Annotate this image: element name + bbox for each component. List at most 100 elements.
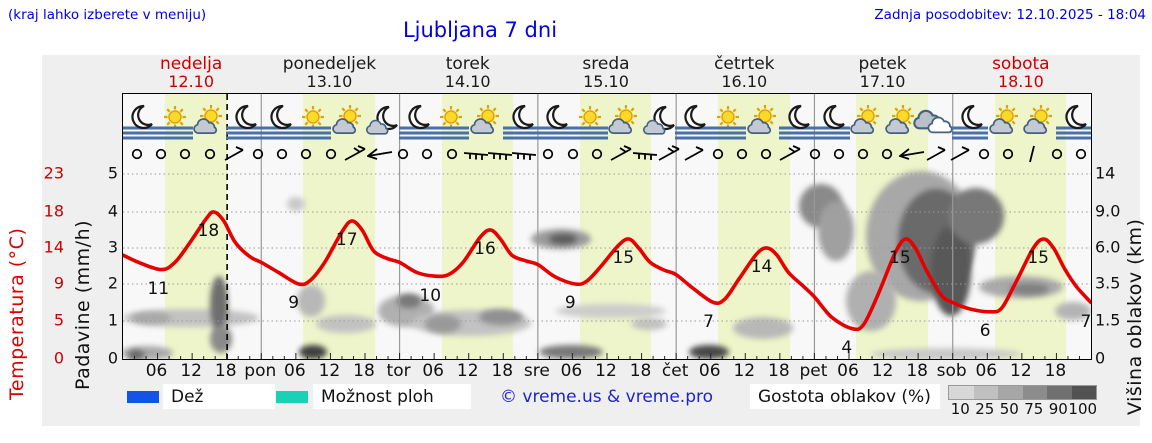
cloud-km-tick: 14 xyxy=(1095,163,1116,183)
cloud-icon xyxy=(850,118,875,134)
wind-symbol-arrow xyxy=(898,144,925,168)
sun-cloud-icon xyxy=(850,105,880,134)
moon-icon xyxy=(546,104,568,130)
wind-calm-icon xyxy=(180,148,191,160)
cloud-icon xyxy=(193,118,218,134)
cloud-blob xyxy=(631,318,667,330)
x-tick-day: čet xyxy=(661,361,689,381)
wind-calm-icon xyxy=(712,148,723,160)
weather-icon xyxy=(602,96,646,148)
x-tick-hour: 12 xyxy=(318,361,341,381)
cloud-icon xyxy=(913,109,954,134)
weather-icon xyxy=(464,96,508,148)
sun-fog-icon xyxy=(433,106,470,140)
sun-icon xyxy=(995,105,1018,127)
temp-tick: 18 xyxy=(43,201,64,221)
day-date: 16.10 xyxy=(721,72,768,91)
weather-icon xyxy=(983,96,1027,148)
day-date: 17.10 xyxy=(859,72,906,91)
wind-barbT-icon xyxy=(487,152,513,160)
temp-value-label: 15 xyxy=(1027,248,1049,268)
wind-calm-icon xyxy=(204,148,215,160)
x-tick-hour: 12 xyxy=(595,361,617,381)
weather-icon xyxy=(706,96,750,148)
x-tick-hour: 12 xyxy=(456,361,479,381)
wind-barb1-icon xyxy=(684,146,704,161)
wind-symbol-barb1 xyxy=(682,144,708,168)
temp-value-label: 6 xyxy=(979,320,991,341)
wind-symbol-calm xyxy=(319,144,345,168)
x-tick-hour: 18 xyxy=(1044,361,1067,381)
cloud-density-label: Gostota oblakov (%) xyxy=(758,387,931,407)
wind-calm-icon xyxy=(131,148,143,160)
plot-area xyxy=(122,93,1092,360)
weather-icon xyxy=(257,96,301,148)
cloud-blob xyxy=(1009,283,1049,295)
sun-cloud-icon xyxy=(885,105,914,134)
sun-icon xyxy=(163,106,186,128)
temperature-curve xyxy=(123,210,1091,332)
sun-icon xyxy=(578,106,601,128)
temp-value-label: 18 xyxy=(197,221,220,241)
x-tick-hour: 12 xyxy=(1010,361,1032,381)
weather-icon xyxy=(187,96,231,148)
moon-cloud-icon xyxy=(642,105,675,135)
wind-symbol-calm xyxy=(585,144,611,168)
moon-icon xyxy=(270,104,292,130)
wind-calm-icon xyxy=(978,148,990,160)
showers-label-box xyxy=(313,384,471,409)
weather-icon xyxy=(671,96,715,148)
density-segment xyxy=(1047,386,1072,399)
wind-symbol-calm xyxy=(754,144,780,168)
cloud-blob xyxy=(316,315,376,333)
precip-tick: 5 xyxy=(107,163,118,183)
weather-icon xyxy=(810,96,854,148)
fog-lines-icon xyxy=(710,126,746,140)
density-segment xyxy=(949,386,974,399)
sun-cloud-icon xyxy=(1023,105,1053,134)
fog-lines-icon xyxy=(156,126,193,140)
cloud-icon xyxy=(608,118,633,134)
wind-calm-icon xyxy=(543,148,554,160)
moon-icon xyxy=(823,104,845,130)
page-title: Ljubljana 7 dni xyxy=(402,18,558,42)
sun-cloud-icon xyxy=(331,105,361,134)
fog-lines-icon xyxy=(1055,126,1091,140)
x-tick-hour: 18 xyxy=(906,361,928,381)
temp-value-label: 15 xyxy=(612,248,635,268)
wind-symbol-calm xyxy=(730,144,756,168)
wind-calm-icon xyxy=(446,148,457,160)
credit-link[interactable]: © vreme.us & vreme.pro xyxy=(500,387,714,407)
moon-fog-icon xyxy=(123,104,159,140)
rain-label: Dež xyxy=(171,387,204,407)
moon-icon xyxy=(408,104,430,130)
density-value: 10 xyxy=(950,400,970,418)
fog-lines-icon xyxy=(433,126,470,140)
sun-fog-icon xyxy=(295,106,332,140)
day-name: ponedeljek xyxy=(282,54,377,74)
wind-symbol-slash xyxy=(1020,144,1046,168)
cloud-icon xyxy=(746,118,771,134)
wind-calm-icon xyxy=(277,148,288,160)
moon-fog-icon xyxy=(398,104,435,140)
wind-symbol-barbT xyxy=(633,144,659,168)
density-value: 50 xyxy=(999,400,1019,418)
sun-icon xyxy=(302,106,325,128)
density-segment xyxy=(973,386,998,399)
wind-arrow-icon xyxy=(898,148,925,160)
showers-label: Možnost ploh xyxy=(321,387,434,407)
wind-symbol-barb1 xyxy=(222,144,248,168)
wind-calm-icon xyxy=(156,148,167,160)
weather-icon xyxy=(637,96,681,148)
weather-icon xyxy=(499,96,543,148)
x-tick-day: pet xyxy=(799,361,828,381)
daylight-band xyxy=(994,94,1067,359)
wind-symbol-calm xyxy=(125,144,151,168)
density-value: 75 xyxy=(1024,400,1044,418)
temp-tick: 23 xyxy=(43,163,64,183)
cloud-icon xyxy=(366,119,389,135)
sun-icon xyxy=(717,106,739,128)
wind-symbol-calm xyxy=(875,144,901,168)
wind-calm-icon xyxy=(882,148,893,160)
precip-tick: 3 xyxy=(107,237,118,257)
